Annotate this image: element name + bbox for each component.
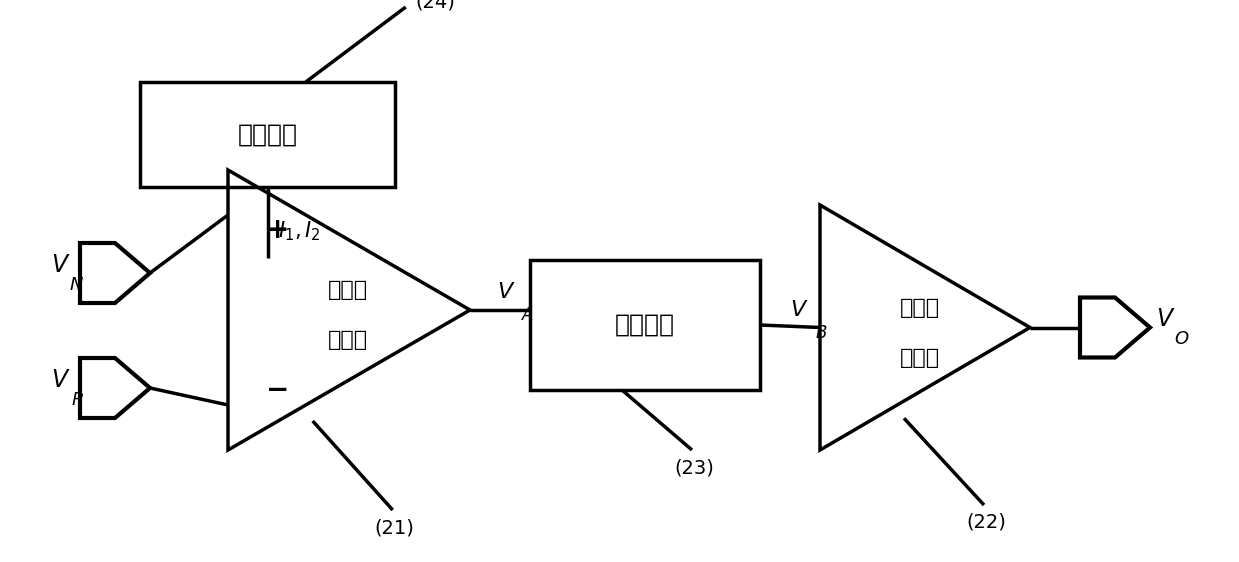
Text: (24): (24): [416, 0, 456, 11]
Text: P: P: [71, 391, 82, 409]
Text: V: V: [1156, 307, 1172, 332]
Text: O: O: [1175, 330, 1188, 348]
Text: −: −: [266, 376, 290, 404]
Text: (23): (23): [674, 458, 714, 477]
Text: 频率补偿: 频率补偿: [615, 313, 675, 337]
Text: A: A: [523, 306, 534, 324]
Text: (22): (22): [966, 513, 1006, 532]
Text: V: V: [51, 253, 67, 277]
Text: V: V: [497, 282, 513, 302]
Text: 电流补偿: 电流补偿: [238, 123, 297, 147]
Text: 第一级: 第一级: [328, 280, 368, 300]
Text: V: V: [51, 368, 67, 392]
Text: V: V: [790, 300, 805, 320]
Text: 放大器: 放大器: [328, 330, 368, 350]
Text: B: B: [815, 324, 826, 342]
Bar: [530, 260, 760, 390]
Text: $\mathit{I}_1, \mathit{I}_2$: $\mathit{I}_1, \mathit{I}_2$: [278, 219, 321, 243]
Text: N: N: [69, 276, 83, 294]
Text: (21): (21): [374, 518, 415, 537]
Text: 放大器: 放大器: [900, 347, 940, 368]
Bar: [140, 82, 395, 187]
Text: 第二级: 第二级: [900, 297, 940, 318]
Text: +: +: [266, 216, 290, 244]
